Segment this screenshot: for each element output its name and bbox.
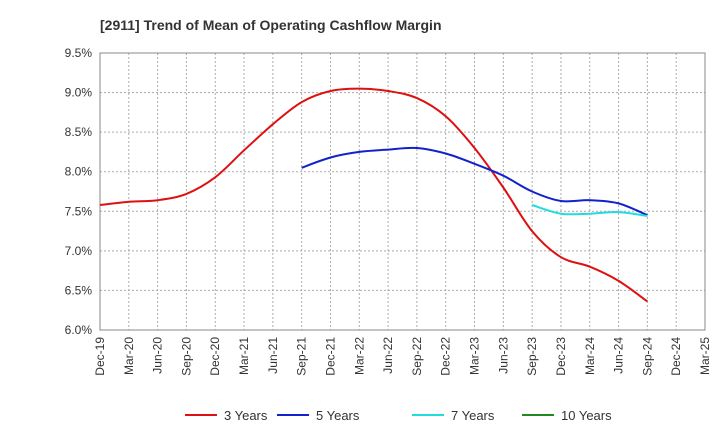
y-tick-label: 9.5% xyxy=(65,46,93,60)
x-tick-label: Sep-21 xyxy=(295,337,309,376)
x-tick-label: Mar-20 xyxy=(122,337,136,375)
y-tick-label: 8.5% xyxy=(65,125,93,139)
y-tick-label: 7.0% xyxy=(65,244,93,258)
x-tick-label: Jun-23 xyxy=(496,337,510,374)
x-tick-label: Mar-25 xyxy=(698,337,712,375)
x-tick-label: Dec-22 xyxy=(439,337,453,376)
x-axis-ticks: Dec-19 Mar-20 Jun-20 Sep-20 Dec-20 Mar-21 Jun-… xyxy=(93,337,712,376)
x-tick-label: Mar-21 xyxy=(237,337,251,375)
legend-label: 10 Years xyxy=(561,408,612,423)
legend: 3 Years 5 Years 7 Years 10 Years xyxy=(185,408,612,423)
x-tick-label: Jun-20 xyxy=(151,337,165,374)
series-line-3-years xyxy=(99,87,648,303)
x-tick-label: Mar-22 xyxy=(352,337,366,375)
y-tick-label: 6.5% xyxy=(65,283,93,297)
y-tick-label: 6.0% xyxy=(65,323,93,337)
y-tick-label: 8.0% xyxy=(65,165,93,179)
x-tick-label: Sep-20 xyxy=(179,337,193,376)
legend-label: 7 Years xyxy=(451,408,495,423)
x-tick-label: Dec-20 xyxy=(208,337,222,376)
x-tick-label: Mar-24 xyxy=(583,337,597,375)
x-tick-label: Sep-24 xyxy=(640,337,654,376)
legend-label: 3 Years xyxy=(224,408,268,423)
chart-title: [2911] Trend of Mean of Operating Cashfl… xyxy=(100,17,442,33)
x-tick-label: Dec-19 xyxy=(93,337,107,376)
series-line-5-years xyxy=(301,146,648,217)
y-tick-label: 7.5% xyxy=(65,204,93,218)
x-tick-label: Sep-22 xyxy=(410,337,424,376)
x-tick-label: Jun-22 xyxy=(381,337,395,374)
x-tick-label: Jun-21 xyxy=(266,337,280,374)
legend-label: 5 Years xyxy=(316,408,360,423)
x-tick-label: Dec-23 xyxy=(554,337,568,376)
series-line-7-years xyxy=(531,204,648,217)
plot-border xyxy=(99,52,706,331)
x-tick-label: Sep-23 xyxy=(525,337,539,376)
y-tick-label: 9.0% xyxy=(65,86,93,100)
y-axis-ticks: 6.0% 6.5% 7.0% 7.5% 8.0% 8.5% 9.0% 9.5% xyxy=(65,46,93,337)
x-tick-label: Jun-24 xyxy=(612,337,626,374)
x-tick-label: Dec-21 xyxy=(323,337,337,376)
x-tick-label: Mar-23 xyxy=(468,337,482,375)
grid xyxy=(100,53,705,330)
x-tick-label: Dec-24 xyxy=(669,337,683,376)
series-lines xyxy=(99,87,648,303)
